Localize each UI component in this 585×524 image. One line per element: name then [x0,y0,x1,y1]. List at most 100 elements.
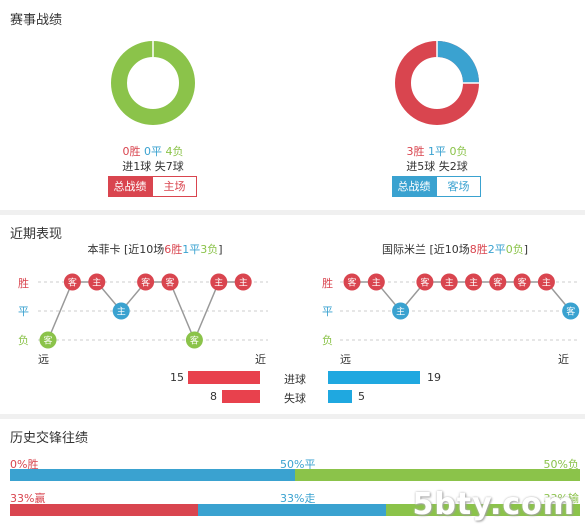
right-venue-label: 客 [420,277,429,289]
right-venue-label: 客 [518,277,527,289]
left-form-point: 主 [210,273,228,291]
left-recent-draws: 1平 [182,243,201,256]
left-recent-wins: 6胜 [164,243,183,256]
h2h-row1-draw-seg [10,469,295,481]
h2h-row1-right: 50%负 [543,458,579,471]
left-tabs: 总战绩 主场 [108,176,197,197]
h2h-panel: 历史交锋往绩 0%胜 50%平 50%负 33%赢 33%走 33%输 5bty… [0,419,585,524]
h2h-row2-bar [10,504,580,516]
right-venue-label: 主 [469,277,478,289]
watermark: 5bty.com [412,487,575,522]
conceded-right-value: 5 [358,390,365,403]
left-recent-losses: 3负 [200,243,219,256]
left-form-point: 客 [137,273,155,291]
left-label-win: 胜 [18,277,29,290]
left-team-name: 本菲卡 [87,243,121,256]
h2h-row1-loss-seg [295,469,580,481]
right-label-near: 近 [558,353,569,366]
left-form-point: 客 [39,331,57,349]
right-label-far: 远 [340,353,351,366]
right-form-line [352,281,572,313]
conceded-left-value: 8 [210,390,217,403]
left-wdl: 0胜 0平 4负 [83,143,223,159]
conceded-left-bar [222,390,260,403]
left-wins: 0胜 [122,145,141,158]
record-panel: 赛事战绩 0胜 0平 4负 进1球 失7球 总战绩 主场 3胜 1平 0负 进5… [0,0,585,210]
right-recent-wins: 8胜 [469,243,488,256]
right-tab-away[interactable]: 客场 [436,176,481,197]
right-record-donut [395,41,479,125]
right-goals: 进5球 [406,160,436,173]
left-record-donut [111,41,195,125]
left-venue-label: 主 [239,277,248,289]
left-venue-label: 客 [68,277,77,289]
right-recent-losses: 0负 [505,243,524,256]
right-losses: 0负 [449,145,468,158]
right-tabs: 总战绩 客场 [392,176,481,197]
left-conceded: 失7球 [154,160,184,173]
h2h-row2-draw-seg [198,504,387,516]
right-recent-prefix: [近10场 [429,243,470,256]
h2h-row1-bar [10,469,580,481]
goals-right-bar [328,371,420,384]
right-tab-total[interactable]: 总战绩 [392,176,436,197]
goals-right-value: 19 [427,371,441,384]
left-venue-label: 客 [165,277,174,289]
record-title: 赛事战绩 [10,13,63,28]
right-form-point: 主 [537,273,555,291]
goals-left-value: 15 [170,371,184,384]
right-draws: 1平 [428,145,446,158]
left-form-point: 客 [185,331,203,349]
left-label-far: 远 [38,353,49,366]
recent-form-chart: 客客 主主客 客客主主客主主客主主客客主客 [38,273,580,349]
right-form-point: 客 [489,273,507,291]
right-wins: 3胜 [406,145,425,158]
h2h-row2-mid: 33%走 [280,492,316,505]
left-recent-prefix: [近10场 [123,243,165,256]
left-losses: 4负 [165,145,184,158]
h2h-row2-left: 33%赢 [10,492,46,505]
recent-title: 近期表现 [10,227,63,242]
left-goals-line: 进1球 失7球 [83,158,223,174]
left-venue-label: 主 [214,277,223,289]
left-label-draw: 平 [18,305,29,318]
left-tab-total[interactable]: 总战绩 [108,176,152,197]
right-venue-label: 客 [347,277,356,289]
left-venue-label: 客 [190,335,199,347]
left-form-point: 客 [161,273,179,291]
right-form-point: 主 [392,302,410,320]
left-label-loss: 负 [18,334,29,347]
right-label-win: 胜 [322,277,333,290]
right-form-point: 客 [562,302,580,320]
left-recent-suffix: ] [218,243,223,256]
left-form-point: 主 [112,302,130,320]
right-venue-label: 主 [396,306,405,318]
h2h-row1-mid: 50%平 [280,458,316,471]
right-form-point: 客 [513,273,531,291]
conceded-right-bar [328,390,352,403]
h2h-row2-loss-seg [386,504,580,516]
recent-panel: 近期表现 本菲卡 [近10场6胜1平3负] 国际米兰 [近10场8胜2平0负] … [0,215,585,414]
right-team-name: 国际米兰 [381,243,426,256]
right-label-draw: 平 [322,305,333,318]
left-tab-home[interactable]: 主场 [152,176,197,197]
h2h-row2-win-seg [10,504,199,516]
right-recent-header: 国际米兰 [近10场8胜2平0负] [345,241,565,257]
right-wdl: 3胜 1平 0负 [367,143,507,159]
right-label-loss: 负 [322,334,333,347]
left-venue-label: 主 [92,277,101,289]
conceded-label: 失球 [284,392,306,405]
left-form-point: 主 [88,273,106,291]
right-form-point: 主 [465,273,482,291]
left-form-point: 客 [63,273,81,291]
right-recent-suffix: ] [523,243,529,256]
right-venue-label: 客 [566,306,575,318]
right-conceded: 失2球 [438,160,468,173]
goals-left-bar [188,371,260,384]
goals-label: 进球 [284,373,306,386]
right-venue-label: 客 [493,277,502,289]
left-goals: 进1球 [122,160,152,173]
h2h-row2-right: 33%输 [543,492,579,505]
left-draws: 0平 [144,145,162,158]
right-venue-label: 主 [445,277,454,289]
